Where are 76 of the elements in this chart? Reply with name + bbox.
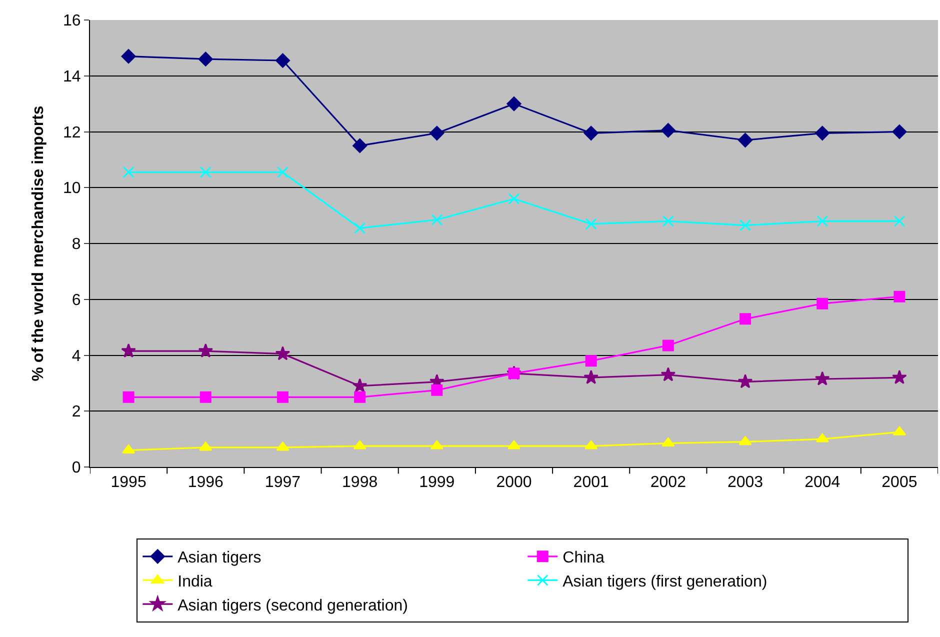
point [275, 53, 290, 68]
point [660, 367, 676, 382]
point [585, 355, 597, 367]
point [431, 384, 443, 396]
x-tick-label: 2000 [496, 474, 532, 492]
point [198, 343, 214, 358]
point [430, 440, 444, 450]
x-tick-label: 2004 [804, 474, 840, 492]
x-tick-label: 2001 [573, 474, 609, 492]
point [662, 215, 674, 227]
x-tick-label: 1996 [188, 474, 224, 492]
point [121, 49, 136, 64]
point [506, 96, 522, 112]
point [199, 442, 212, 451]
point [892, 426, 906, 436]
point [276, 391, 288, 403]
point [892, 124, 907, 139]
point [354, 222, 366, 234]
point [894, 215, 906, 227]
point [352, 378, 368, 392]
y-tick-label: 0 [72, 460, 81, 477]
point [198, 52, 213, 66]
point [816, 215, 828, 227]
y-tick-label: 6 [72, 292, 81, 309]
point [353, 440, 366, 450]
y-tick-label: 8 [72, 236, 81, 254]
legend-label: Asian tigers [178, 550, 262, 567]
point [200, 166, 212, 178]
point [121, 343, 136, 358]
point [431, 214, 443, 226]
point [122, 166, 134, 178]
point [892, 370, 907, 384]
point [740, 220, 752, 232]
point [430, 126, 444, 140]
x-tick-label: 1999 [419, 474, 455, 492]
point [816, 433, 829, 442]
x-tick-label: 2005 [882, 474, 918, 492]
x-tick-label: 2003 [727, 474, 764, 492]
point [508, 193, 520, 205]
point [122, 444, 136, 454]
point [738, 436, 752, 446]
y-tick-label: 2 [72, 404, 81, 421]
point [585, 218, 597, 230]
y-tick-label: 16 [63, 12, 81, 30]
y-tick-label: 14 [63, 68, 81, 86]
y-tick-label: 10 [63, 180, 81, 198]
x-tick-label: 1998 [342, 474, 378, 492]
point [738, 374, 753, 388]
legend-label: India [178, 573, 212, 590]
point [200, 391, 212, 403]
y-tick-label: 12 [63, 124, 81, 142]
point [584, 126, 598, 140]
legend-label: Asian tigers (first generation) [562, 573, 768, 590]
x-tick-label: 1995 [110, 474, 146, 492]
point [584, 440, 598, 450]
point [275, 346, 290, 360]
y-axis-title: % of the world merchandise imports [30, 106, 47, 382]
point [276, 442, 290, 451]
point [816, 298, 828, 310]
legend-label: China [562, 550, 605, 567]
point [662, 340, 674, 352]
legend-label: Asian tigers (second generation) [178, 597, 408, 614]
point [894, 290, 906, 302]
point [354, 391, 366, 403]
point [276, 166, 288, 178]
y-tick-label: 4 [72, 348, 81, 365]
x-tick-label: 2002 [650, 474, 686, 492]
point [814, 371, 830, 386]
point [122, 391, 134, 403]
point [660, 123, 676, 138]
point [584, 370, 598, 384]
x-tick-label: 1997 [264, 474, 301, 492]
point [738, 132, 753, 148]
point [740, 313, 752, 325]
point [815, 126, 830, 140]
point [352, 138, 368, 153]
